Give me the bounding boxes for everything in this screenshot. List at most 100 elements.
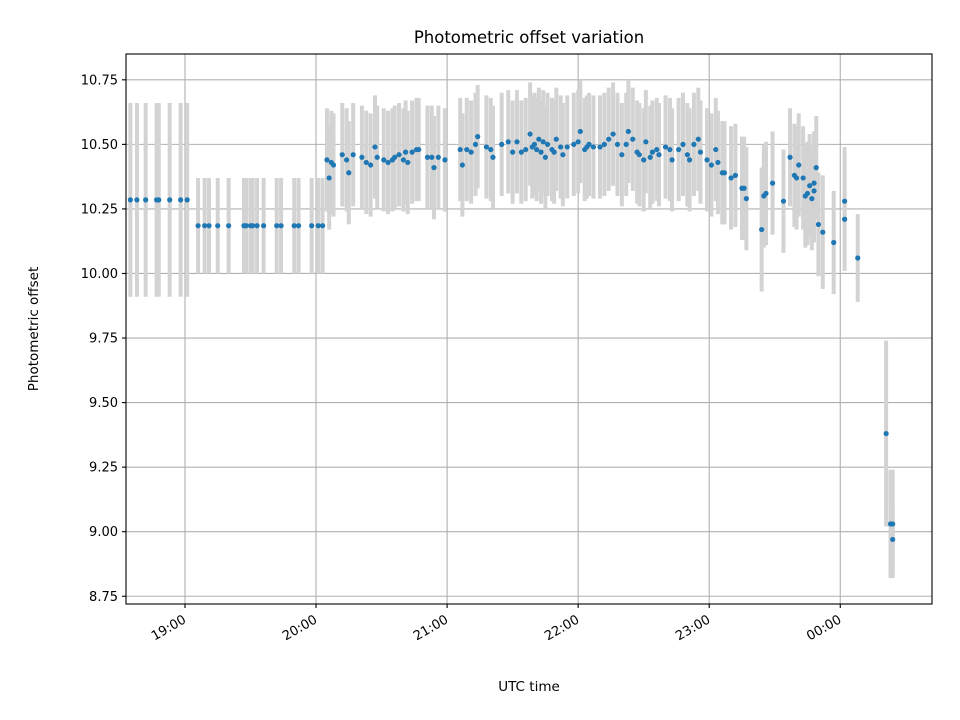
data-point	[392, 154, 398, 160]
data-point	[623, 141, 629, 147]
data-point	[811, 188, 817, 194]
data-point	[597, 144, 603, 150]
data-point	[483, 144, 490, 150]
data-point	[614, 141, 621, 147]
data-point	[728, 175, 734, 181]
y-tick-label: 10.50	[81, 138, 118, 153]
data-point	[442, 157, 448, 163]
data-point	[586, 141, 592, 147]
data-point	[883, 430, 889, 437]
y-tick-label: 9.50	[89, 396, 118, 411]
data-point	[178, 197, 184, 203]
data-point	[326, 175, 332, 181]
data-point	[184, 197, 190, 203]
data-point	[540, 139, 546, 145]
plot-frame	[125, 53, 933, 605]
data-point	[402, 149, 409, 155]
data-point	[820, 229, 826, 235]
data-point	[721, 170, 728, 176]
data-point	[346, 170, 352, 176]
data-point	[780, 198, 787, 204]
data-point	[542, 154, 548, 160]
data-point	[295, 223, 302, 229]
data-point	[815, 221, 822, 228]
data-point	[536, 136, 542, 142]
data-point	[250, 223, 256, 229]
x-axis-label: UTC time	[498, 679, 560, 695]
data-point	[769, 180, 776, 186]
data-point	[424, 154, 431, 160]
y-tick-label: 9.00	[89, 525, 118, 540]
data-point	[654, 146, 660, 153]
data-point	[195, 223, 201, 229]
data-point	[809, 196, 815, 202]
data-points	[127, 128, 896, 543]
data-point	[704, 157, 710, 163]
data-point	[538, 149, 544, 155]
data-point	[534, 146, 540, 153]
data-point	[156, 197, 162, 203]
data-point	[475, 134, 481, 140]
data-point	[278, 223, 284, 229]
data-point	[763, 190, 769, 197]
data-point	[523, 146, 529, 153]
data-point	[787, 154, 793, 160]
data-point	[359, 154, 365, 160]
data-point	[743, 196, 749, 202]
data-point	[416, 146, 422, 153]
data-point	[143, 197, 149, 203]
data-point	[368, 162, 374, 168]
data-point	[309, 223, 315, 229]
data-point	[544, 141, 551, 147]
data-point	[606, 136, 612, 142]
data-point	[691, 141, 697, 147]
y-tick-label: 10.00	[81, 267, 118, 282]
data-point	[601, 141, 607, 147]
data-point	[464, 146, 470, 153]
data-point	[636, 152, 642, 158]
x-tick-label: 20:00	[280, 612, 320, 644]
data-point	[649, 149, 656, 155]
y-tick-label: 10.75	[81, 73, 118, 88]
data-point	[715, 159, 721, 166]
data-point	[527, 131, 533, 137]
data-point	[807, 183, 813, 189]
data-point	[641, 157, 647, 163]
data-point	[202, 223, 208, 229]
data-point	[405, 159, 411, 166]
data-point	[590, 144, 597, 150]
data-point	[381, 157, 387, 163]
data-point	[472, 141, 479, 147]
data-point	[374, 154, 380, 160]
data-point	[261, 223, 267, 229]
data-point	[385, 159, 391, 166]
data-point	[855, 255, 861, 261]
data-point	[800, 175, 806, 181]
data-point	[350, 152, 356, 158]
x-tick-label: 22:00	[542, 612, 582, 644]
grid	[126, 54, 932, 604]
data-point	[804, 190, 811, 197]
y-tick-label: 9.75	[89, 332, 118, 347]
error-bars	[128, 79, 895, 579]
data-point	[510, 149, 516, 155]
data-point	[575, 139, 581, 145]
data-point	[488, 146, 494, 153]
data-point	[505, 139, 511, 145]
data-point	[793, 175, 800, 181]
data-point	[499, 141, 505, 147]
data-point	[890, 521, 896, 527]
data-point	[741, 185, 747, 191]
data-point	[577, 128, 583, 135]
data-point	[647, 154, 653, 160]
data-point	[429, 154, 435, 160]
data-point	[842, 216, 848, 222]
data-point	[669, 157, 675, 163]
data-point	[667, 146, 673, 153]
data-point	[514, 139, 520, 145]
data-point	[842, 198, 848, 204]
data-point	[531, 141, 538, 147]
data-point	[680, 141, 686, 147]
data-point	[339, 152, 345, 158]
